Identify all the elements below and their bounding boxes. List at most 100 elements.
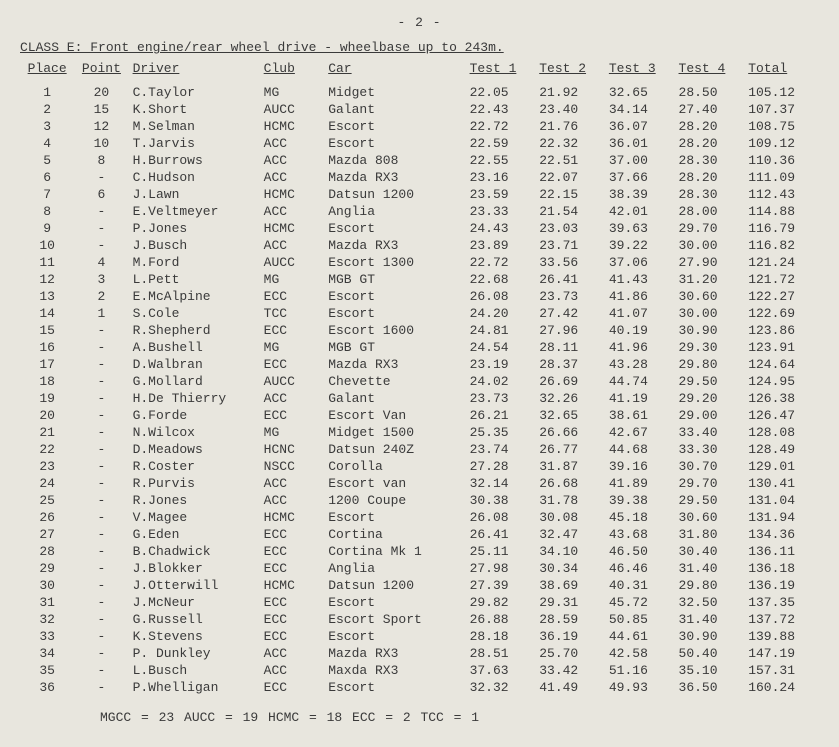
cell-total: 131.04 — [744, 492, 819, 509]
cell-test4: 29.70 — [675, 220, 745, 237]
cell-test4: 28.30 — [675, 152, 745, 169]
cell-test1: 28.51 — [466, 645, 536, 662]
cell-point: - — [74, 373, 128, 390]
table-row: 10-J.BuschACCMazda RX323.8923.7139.2230.… — [20, 237, 819, 254]
cell-test2: 36.19 — [535, 628, 605, 645]
cell-car: Escort 1300 — [324, 254, 465, 271]
cell-place: 23 — [20, 458, 74, 475]
cell-car: Escort — [324, 135, 465, 152]
cell-driver: R.Purvis — [129, 475, 260, 492]
header-test1: Test 1 — [466, 59, 536, 84]
cell-car: Escort Van — [324, 407, 465, 424]
cell-place: 21 — [20, 424, 74, 441]
cell-car: Midget — [324, 84, 465, 101]
cell-place: 11 — [20, 254, 74, 271]
cell-point: - — [74, 458, 128, 475]
cell-test1: 22.68 — [466, 271, 536, 288]
cell-test2: 31.87 — [535, 458, 605, 475]
cell-test1: 25.35 — [466, 424, 536, 441]
cell-test4: 28.50 — [675, 84, 745, 101]
cell-place: 18 — [20, 373, 74, 390]
cell-test1: 32.14 — [466, 475, 536, 492]
cell-point: 15 — [74, 101, 128, 118]
cell-test1: 23.33 — [466, 203, 536, 220]
cell-test4: 29.30 — [675, 339, 745, 356]
cell-point: - — [74, 356, 128, 373]
footer-summary: MGCC = 23 AUCC = 19 HCMC = 18 ECC = 2 TC… — [20, 710, 819, 725]
cell-test1: 32.32 — [466, 679, 536, 696]
cell-place: 4 — [20, 135, 74, 152]
table-row: 32-G.RussellECCEscort Sport26.8828.5950.… — [20, 611, 819, 628]
cell-total: 123.91 — [744, 339, 819, 356]
cell-test2: 23.73 — [535, 288, 605, 305]
cell-club: NSCC — [260, 458, 325, 475]
cell-total: 147.19 — [744, 645, 819, 662]
cell-driver: D.Meadows — [129, 441, 260, 458]
cell-total: 134.36 — [744, 526, 819, 543]
cell-club: AUCC — [260, 254, 325, 271]
cell-test3: 38.61 — [605, 407, 675, 424]
cell-club: MG — [260, 84, 325, 101]
cell-test3: 37.66 — [605, 169, 675, 186]
cell-total: 128.08 — [744, 424, 819, 441]
cell-car: Galant — [324, 390, 465, 407]
cell-test2: 29.31 — [535, 594, 605, 611]
class-title: CLASS E: Front engine/rear wheel drive -… — [20, 40, 819, 55]
cell-car: Chevette — [324, 373, 465, 390]
cell-test2: 22.07 — [535, 169, 605, 186]
cell-total: 122.27 — [744, 288, 819, 305]
cell-test2: 28.11 — [535, 339, 605, 356]
cell-total: 157.31 — [744, 662, 819, 679]
cell-test1: 25.11 — [466, 543, 536, 560]
cell-test2: 23.03 — [535, 220, 605, 237]
cell-test4: 29.50 — [675, 492, 745, 509]
cell-test3: 50.85 — [605, 611, 675, 628]
cell-test3: 37.00 — [605, 152, 675, 169]
cell-club: HCMC — [260, 186, 325, 203]
cell-driver: J.Blokker — [129, 560, 260, 577]
table-row: 30-J.OtterwillHCMCDatsun 120027.3938.694… — [20, 577, 819, 594]
cell-point: 10 — [74, 135, 128, 152]
cell-driver: R.Jones — [129, 492, 260, 509]
cell-test4: 29.80 — [675, 356, 745, 373]
cell-test1: 22.43 — [466, 101, 536, 118]
cell-total: 130.41 — [744, 475, 819, 492]
cell-test4: 28.20 — [675, 118, 745, 135]
cell-point: 20 — [74, 84, 128, 101]
cell-club: ECC — [260, 322, 325, 339]
cell-test4: 30.70 — [675, 458, 745, 475]
table-row: 36-P.WhelliganECCEscort32.3241.4949.9336… — [20, 679, 819, 696]
cell-club: ACC — [260, 475, 325, 492]
cell-test4: 29.70 — [675, 475, 745, 492]
cell-place: 12 — [20, 271, 74, 288]
cell-point: 2 — [74, 288, 128, 305]
cell-driver: J.Lawn — [129, 186, 260, 203]
cell-place: 24 — [20, 475, 74, 492]
cell-test3: 44.68 — [605, 441, 675, 458]
cell-place: 9 — [20, 220, 74, 237]
cell-point: - — [74, 424, 128, 441]
cell-test3: 43.28 — [605, 356, 675, 373]
cell-place: 1 — [20, 84, 74, 101]
table-row: 76J.LawnHCMCDatsun 120023.5922.1538.3928… — [20, 186, 819, 203]
cell-point: - — [74, 220, 128, 237]
cell-driver: A.Bushell — [129, 339, 260, 356]
cell-driver: K.Stevens — [129, 628, 260, 645]
cell-car: Mazda RX3 — [324, 356, 465, 373]
table-row: 17-D.WalbranECCMazda RX323.1928.3743.282… — [20, 356, 819, 373]
cell-club: AUCC — [260, 373, 325, 390]
cell-car: Escort 1600 — [324, 322, 465, 339]
cell-point: - — [74, 407, 128, 424]
cell-test4: 28.00 — [675, 203, 745, 220]
cell-club: ACC — [260, 203, 325, 220]
table-row: 22-D.MeadowsHCNCDatsun 240Z23.7426.7744.… — [20, 441, 819, 458]
cell-car: Anglia — [324, 203, 465, 220]
header-test2: Test 2 — [535, 59, 605, 84]
cell-test4: 28.30 — [675, 186, 745, 203]
cell-test4: 30.40 — [675, 543, 745, 560]
cell-test1: 27.28 — [466, 458, 536, 475]
cell-driver: N.Wilcox — [129, 424, 260, 441]
table-row: 34-P. DunkleyACCMazda RX328.5125.7042.58… — [20, 645, 819, 662]
cell-club: ECC — [260, 594, 325, 611]
cell-place: 32 — [20, 611, 74, 628]
